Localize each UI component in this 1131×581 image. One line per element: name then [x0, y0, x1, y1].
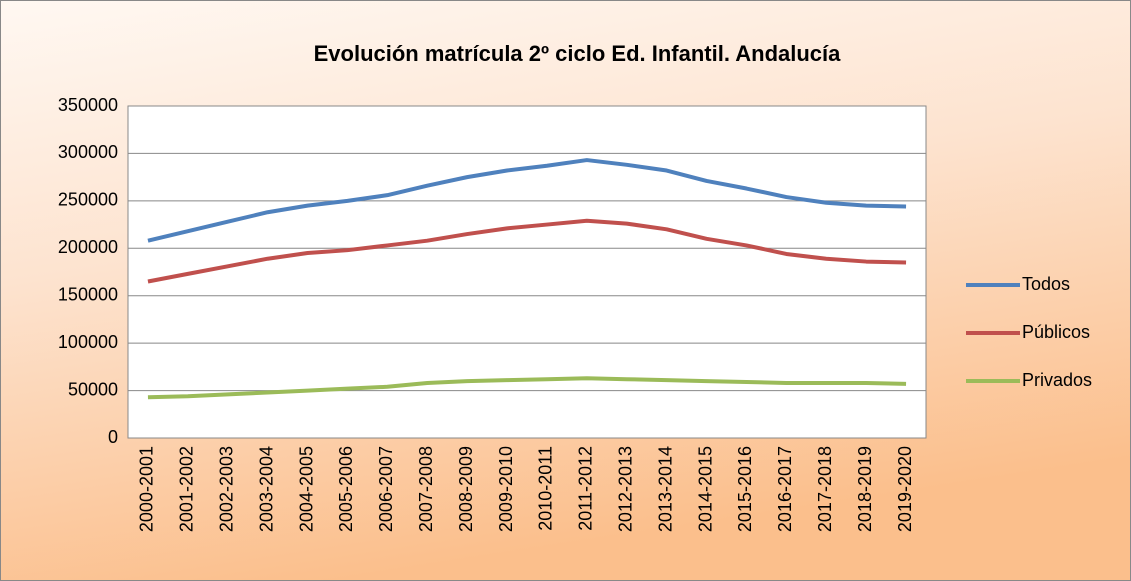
x-tick-label: 2012-2013 — [616, 446, 636, 532]
legend-label: Públicos — [1022, 322, 1090, 342]
y-tick-label: 150000 — [58, 284, 118, 304]
plot-area — [127, 105, 927, 439]
x-tick-label: 2013-2014 — [655, 446, 675, 532]
x-tick-label: 2000-2001 — [137, 446, 157, 532]
x-tick-label: 2005-2006 — [336, 446, 356, 532]
chart-title: Evolución matrícula 2º ciclo Ed. Infanti… — [314, 41, 842, 66]
x-tick-label: 2019-2020 — [895, 446, 915, 532]
x-tick-label: 2004-2005 — [296, 446, 316, 532]
x-tick-label: 2002-2003 — [217, 446, 237, 532]
x-tick-label: 2006-2007 — [376, 446, 396, 532]
x-tick-label: 2009-2010 — [496, 446, 516, 532]
y-tick-label: 0 — [108, 427, 118, 447]
y-tick-label: 250000 — [58, 190, 118, 210]
x-tick-label: 2001-2002 — [177, 446, 197, 532]
series-line — [147, 376, 907, 400]
series-line — [147, 218, 907, 284]
y-tick-label: 300000 — [58, 142, 118, 162]
y-tick-label: 350000 — [58, 95, 118, 115]
x-tick-label: 2014-2015 — [695, 446, 715, 532]
y-tick-label: 50000 — [68, 379, 118, 399]
x-tick-label: 2016-2017 — [775, 446, 795, 532]
y-tick-label: 200000 — [58, 237, 118, 257]
series-line — [147, 158, 907, 243]
y-tick-label: 100000 — [58, 332, 118, 352]
legend-label: Todos — [1022, 274, 1070, 294]
x-tick-label: 2003-2004 — [256, 446, 276, 532]
x-tick-label: 2010-2011 — [536, 446, 556, 531]
legend-label: Privados — [1022, 370, 1092, 390]
x-tick-label: 2018-2019 — [855, 446, 875, 532]
x-tick-label: 2011-2012 — [576, 446, 596, 531]
x-tick-label: 2007-2008 — [416, 446, 436, 532]
x-tick-label: 2017-2018 — [815, 446, 835, 532]
x-tick-label: 2015-2016 — [735, 446, 755, 532]
x-tick-label: 2008-2009 — [456, 446, 476, 532]
